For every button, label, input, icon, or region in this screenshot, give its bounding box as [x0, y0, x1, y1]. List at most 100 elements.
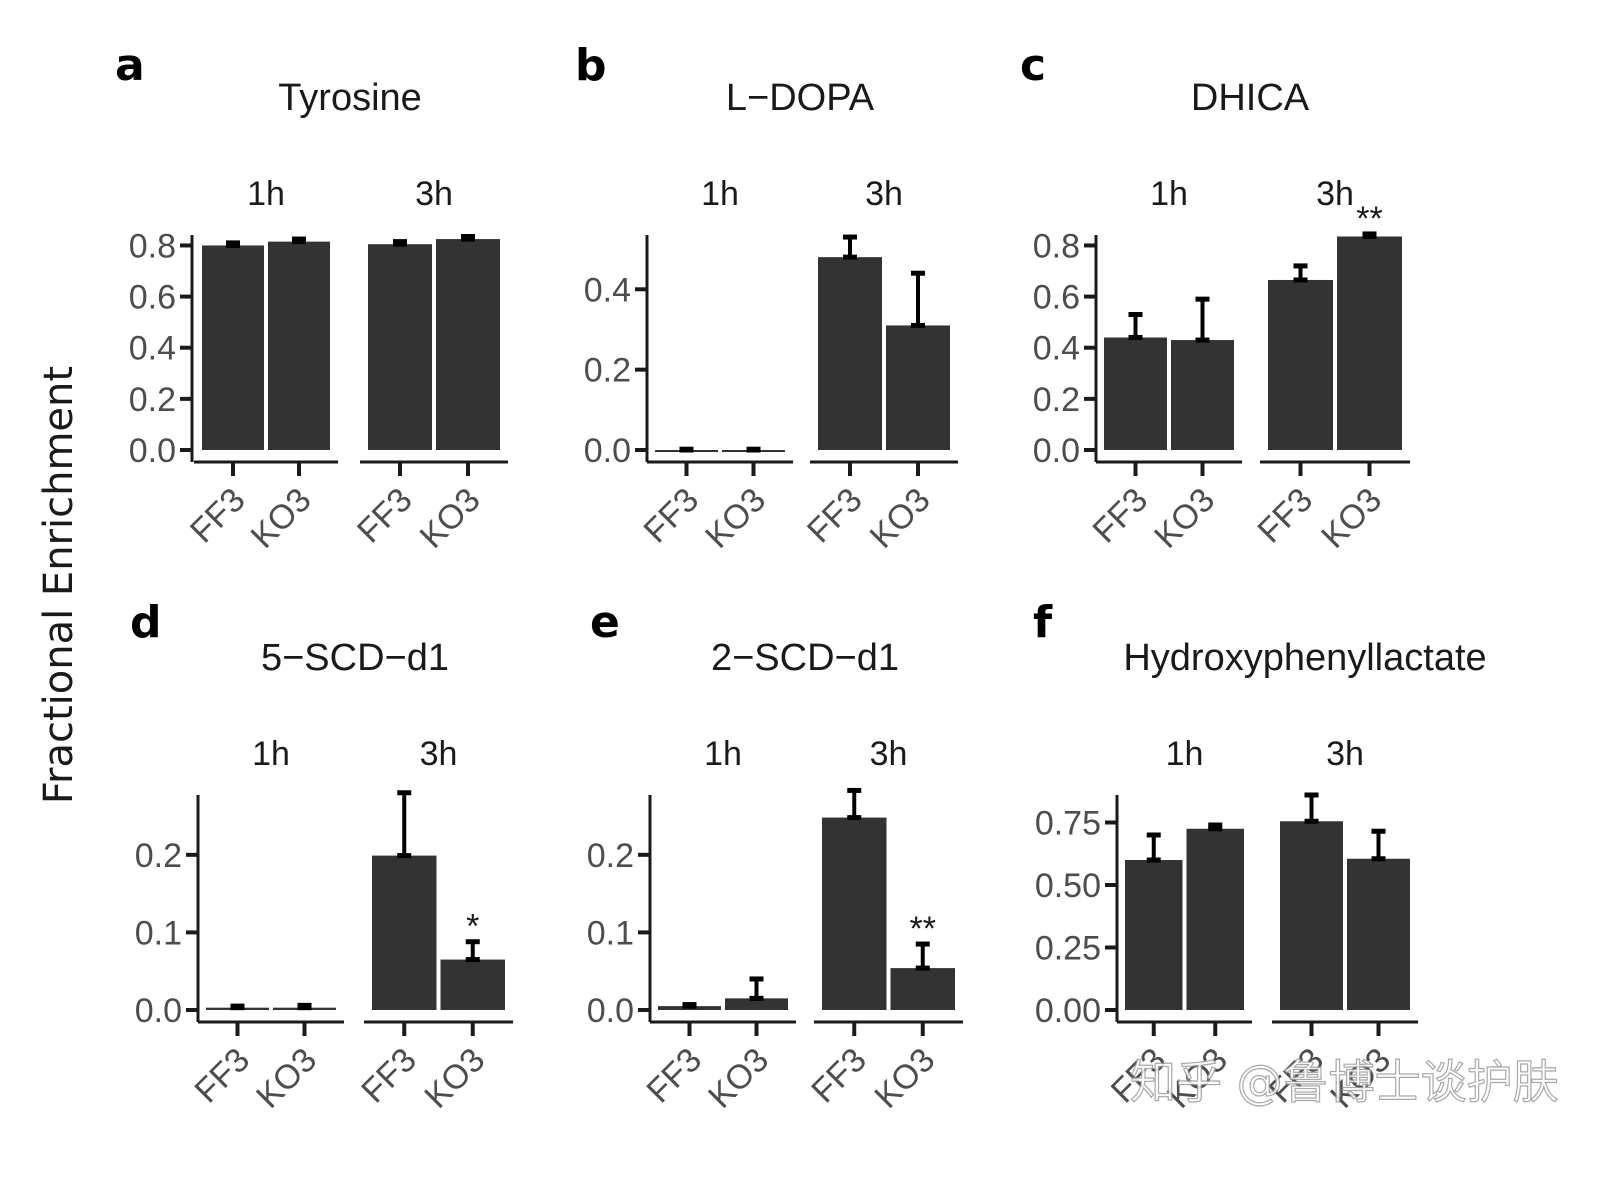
x-tick-label: KO3	[867, 1041, 942, 1116]
y-tick-label: 0.25	[1035, 930, 1101, 968]
y-tick-label: 0.00	[1035, 992, 1101, 1030]
x-tick-label: FF3	[640, 1041, 710, 1111]
x-tick-label: KO3	[1314, 481, 1389, 556]
panel-title: Tyrosine	[278, 77, 422, 119]
y-tick-label: 0.0	[584, 432, 631, 470]
bar-KO3-3h	[436, 239, 500, 450]
facet-strip-label: 1h	[704, 735, 742, 773]
facet-3h: 3h FF3 * KO3	[354, 735, 513, 1116]
panel-letter: c	[1020, 40, 1046, 91]
bar-FF3-3h	[372, 855, 437, 1010]
panel-letter: a	[115, 40, 145, 91]
panel-letter: e	[590, 597, 620, 648]
significance-label: *	[466, 908, 479, 946]
facet-strip-label: 3h	[1316, 175, 1354, 213]
bar-KO3-3h	[440, 959, 505, 1010]
significance-label: **	[910, 910, 936, 948]
y-tick-label: 0.0	[129, 432, 176, 470]
y-tick-label: 0.1	[135, 914, 182, 952]
bar-FF3-1h	[202, 245, 264, 450]
panel-letter: f	[1033, 597, 1053, 648]
x-tick-label: KO3	[698, 481, 773, 556]
x-tick-label: KO3	[413, 481, 488, 556]
bar-KO3-3h	[886, 325, 950, 450]
panel-title: 5−SCD−d1	[261, 637, 449, 679]
panel-title: DHICA	[1191, 77, 1310, 119]
x-tick-label: FF3	[637, 481, 707, 551]
y-tick-label: 0.8	[129, 227, 176, 265]
bar-FF3-3h	[818, 257, 882, 450]
panel-title: 2−SCD−d1	[711, 637, 899, 679]
y-tick-label: 0.6	[1033, 279, 1080, 317]
y-tick-label: 0.0	[1033, 432, 1080, 470]
facet-strip-label: 1h	[701, 175, 739, 213]
panel-letter: b	[575, 40, 607, 91]
y-tick-label: 0.4	[129, 330, 176, 368]
bar-FF3-1h	[1125, 860, 1183, 1010]
y-tick-label: 0.6	[129, 279, 176, 317]
bar-FF3-3h	[1280, 821, 1343, 1010]
facet-strip-label: 3h	[1326, 735, 1364, 773]
x-tick-label: FF3	[800, 481, 870, 551]
y-tick-label: 0.4	[584, 271, 631, 309]
facet-strip-label: 1h	[1150, 175, 1188, 213]
y-tick-label: 0.2	[1033, 381, 1080, 419]
bar-KO3-3h	[890, 968, 955, 1010]
x-tick-label: KO3	[1147, 481, 1222, 556]
y-tick-label: 0.4	[1033, 330, 1080, 368]
facet-strip-label: 3h	[415, 175, 453, 213]
facet-3h: 3h FF3 ** KO3	[804, 735, 963, 1116]
bar-FF3-1h	[1104, 337, 1167, 450]
x-tick-label: FF3	[183, 481, 253, 551]
x-tick-label: FF3	[354, 1041, 424, 1111]
x-tick-label: FF3	[1086, 481, 1156, 551]
y-tick-label: 0.75	[1035, 805, 1101, 843]
y-tick-label: 0.0	[587, 992, 634, 1030]
bar-KO3-3h	[1337, 236, 1402, 450]
facet-strip-label: 3h	[865, 175, 903, 213]
bar-KO3-1h	[1186, 828, 1244, 1010]
y-tick-label: 0.2	[129, 381, 176, 419]
panel-letter: d	[130, 597, 162, 648]
facet-strip-label: 1h	[252, 735, 290, 773]
facet-strip-label: 3h	[870, 735, 908, 773]
y-axis-label: Fractional Enrichment	[36, 366, 82, 804]
bar-KO3-3h	[1347, 858, 1410, 1010]
panel-f: fHydroxyphenyllactate0.000.250.500.751hF…	[1033, 597, 1487, 1116]
bar-KO3-1h	[268, 241, 330, 450]
x-tick-label: FF3	[1251, 481, 1321, 551]
watermark: 知乎 @鲁博士谈护肤	[1130, 1055, 1559, 1109]
significance-label: **	[1356, 200, 1382, 238]
facet-strip-label: 3h	[420, 735, 458, 773]
bar-FF3-3h	[368, 244, 432, 450]
x-tick-label: KO3	[249, 1041, 324, 1116]
panels: aTyrosine0.00.20.40.60.81hFF3KO33hFF3KO3…	[115, 40, 1487, 1116]
bar-FF3-3h	[1268, 279, 1333, 450]
x-tick-label: FF3	[188, 1041, 258, 1111]
x-tick-label: KO3	[701, 1041, 776, 1116]
bar-KO3-1h	[725, 998, 788, 1010]
x-tick-label: FF3	[804, 1041, 874, 1111]
x-tick-label: KO3	[417, 1041, 492, 1116]
facet-strip-label: 1h	[247, 175, 285, 213]
facet-strip-label: 1h	[1166, 735, 1204, 773]
y-tick-label: 0.50	[1035, 867, 1101, 905]
bar-KO3-1h	[1171, 340, 1234, 450]
y-tick-label: 0.2	[135, 837, 182, 875]
y-tick-label: 0.0	[135, 992, 182, 1030]
x-tick-label: KO3	[244, 481, 319, 556]
panel-title: L−DOPA	[726, 77, 875, 119]
x-tick-label: FF3	[350, 481, 420, 551]
x-tick-label: KO3	[863, 481, 938, 556]
